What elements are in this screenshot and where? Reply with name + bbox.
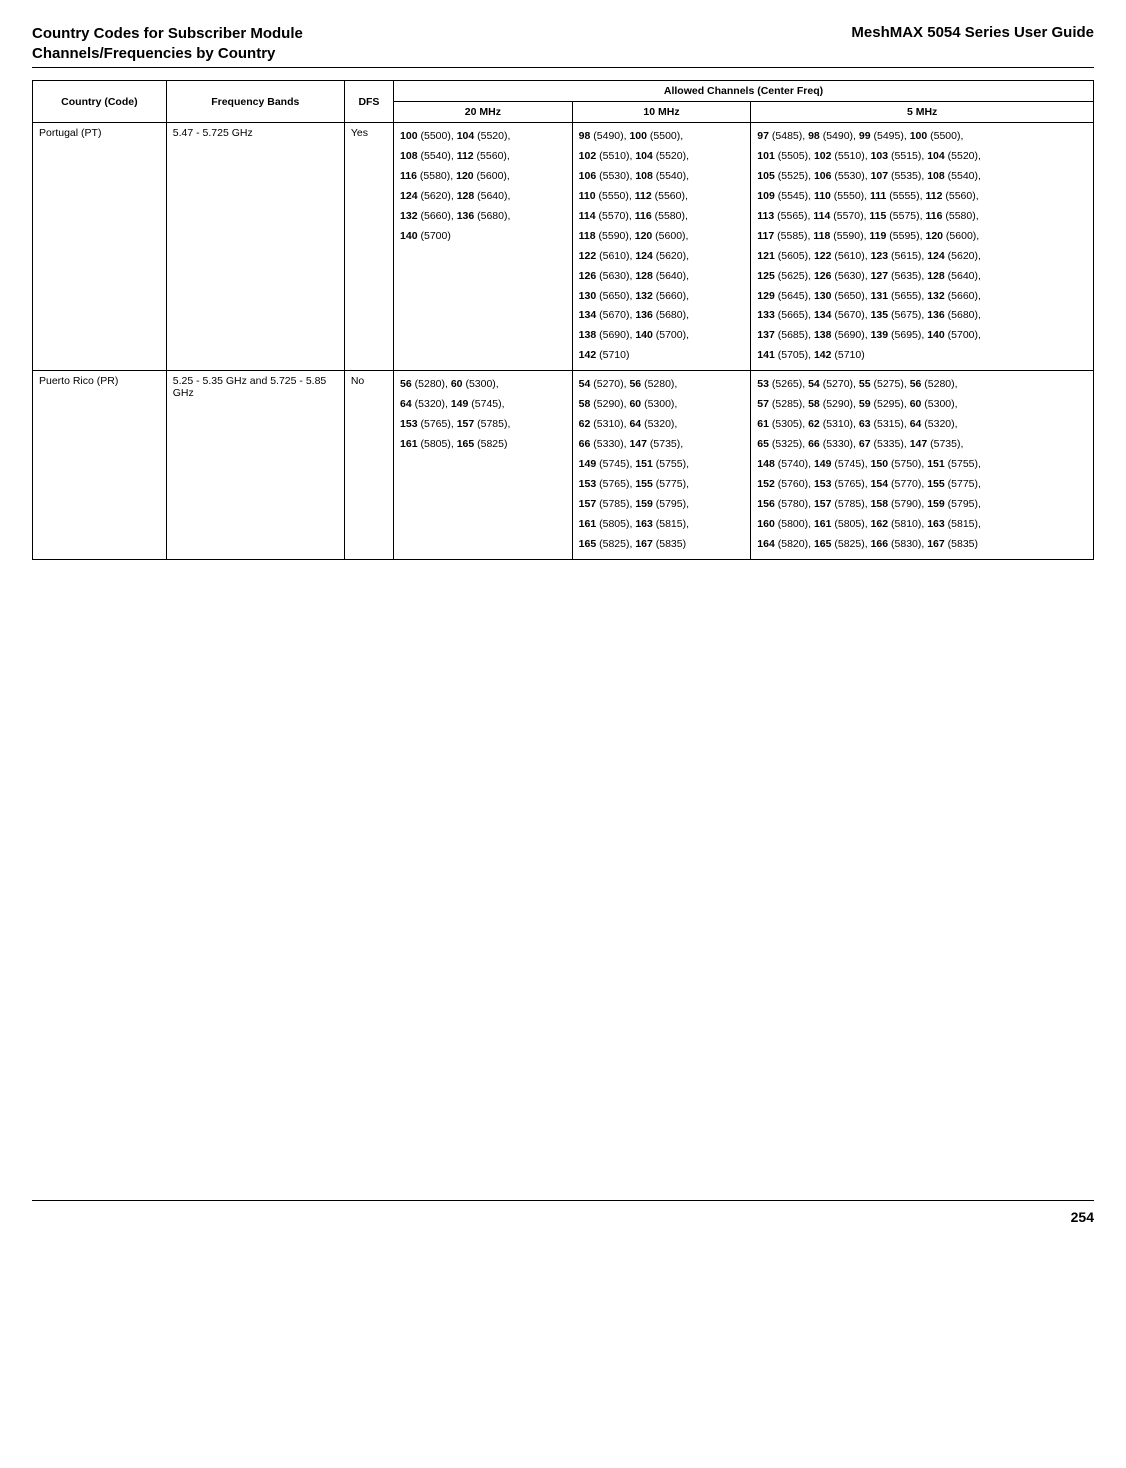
channel-line: 126 (5630), 128 (5640), <box>579 267 745 287</box>
channel-line: 108 (5540), 112 (5560), <box>400 147 566 167</box>
channel-line: 118 (5590), 120 (5600), <box>579 227 745 247</box>
channel-line: 64 (5320), 149 (5745), <box>400 395 566 415</box>
cell-20mhz: 100 (5500), 104 (5520),108 (5540), 112 (… <box>394 123 573 371</box>
cell-5mhz: 53 (5265), 54 (5270), 55 (5275), 56 (528… <box>751 371 1094 559</box>
th-dfs: DFS <box>344 81 393 123</box>
channel-line: 56 (5280), 60 (5300), <box>400 375 566 395</box>
header-left: Country Codes for Subscriber Module Chan… <box>32 24 303 63</box>
channel-line: 129 (5645), 130 (5650), 131 (5655), 132 … <box>757 287 1087 307</box>
cell-10mhz: 98 (5490), 100 (5500),102 (5510), 104 (5… <box>572 123 751 371</box>
channel-line: 141 (5705), 142 (5710) <box>757 346 1087 366</box>
channel-line: 153 (5765), 157 (5785), <box>400 415 566 435</box>
channel-line: 142 (5710) <box>579 346 745 366</box>
channel-line: 132 (5660), 136 (5680), <box>400 207 566 227</box>
header-right: MeshMAX 5054 Series User Guide <box>851 24 1094 41</box>
channel-line: 58 (5290), 60 (5300), <box>579 395 745 415</box>
th-freq: Frequency Bands <box>166 81 344 123</box>
table-row: Portugal (PT)5.47 - 5.725 GHzYes100 (550… <box>33 123 1094 371</box>
channel-line: 116 (5580), 120 (5600), <box>400 167 566 187</box>
channel-line: 157 (5785), 159 (5795), <box>579 495 745 515</box>
channel-line: 137 (5685), 138 (5690), 139 (5695), 140 … <box>757 326 1087 346</box>
channel-line: 54 (5270), 56 (5280), <box>579 375 745 395</box>
cell-5mhz: 97 (5485), 98 (5490), 99 (5495), 100 (55… <box>751 123 1094 371</box>
channel-line: 110 (5550), 112 (5560), <box>579 187 745 207</box>
table-header-row-1: Country (Code) Frequency Bands DFS Allow… <box>33 81 1094 102</box>
header-left-line1: Country Codes for Subscriber Module <box>32 25 303 42</box>
cell-country: Portugal (PT) <box>33 123 167 371</box>
cell-freq: 5.47 - 5.725 GHz <box>166 123 344 371</box>
th-20mhz: 20 MHz <box>394 102 573 123</box>
channel-line: 153 (5765), 155 (5775), <box>579 475 745 495</box>
channels-table: Country (Code) Frequency Bands DFS Allow… <box>32 80 1094 560</box>
th-country: Country (Code) <box>33 81 167 123</box>
header-left-line2: Channels/Frequencies by Country <box>32 45 275 62</box>
channel-line: 140 (5700) <box>400 227 566 247</box>
channel-line: 106 (5530), 108 (5540), <box>579 167 745 187</box>
channel-line: 114 (5570), 116 (5580), <box>579 207 745 227</box>
channel-line: 148 (5740), 149 (5745), 150 (5750), 151 … <box>757 455 1087 475</box>
table-body: Portugal (PT)5.47 - 5.725 GHzYes100 (550… <box>33 123 1094 560</box>
channel-line: 101 (5505), 102 (5510), 103 (5515), 104 … <box>757 147 1087 167</box>
channel-line: 160 (5800), 161 (5805), 162 (5810), 163 … <box>757 515 1087 535</box>
cell-dfs: Yes <box>344 123 393 371</box>
channel-line: 113 (5565), 114 (5570), 115 (5575), 116 … <box>757 207 1087 227</box>
channel-line: 102 (5510), 104 (5520), <box>579 147 745 167</box>
channel-line: 105 (5525), 106 (5530), 107 (5535), 108 … <box>757 167 1087 187</box>
channel-line: 109 (5545), 110 (5550), 111 (5555), 112 … <box>757 187 1087 207</box>
channel-line: 133 (5665), 134 (5670), 135 (5675), 136 … <box>757 306 1087 326</box>
channel-line: 122 (5610), 124 (5620), <box>579 247 745 267</box>
channel-line: 125 (5625), 126 (5630), 127 (5635), 128 … <box>757 267 1087 287</box>
channel-line: 161 (5805), 163 (5815), <box>579 515 745 535</box>
cell-freq: 5.25 - 5.35 GHz and 5.725 - 5.85 GHz <box>166 371 344 559</box>
channel-line: 117 (5585), 118 (5590), 119 (5595), 120 … <box>757 227 1087 247</box>
cell-10mhz: 54 (5270), 56 (5280),58 (5290), 60 (5300… <box>572 371 751 559</box>
channel-line: 66 (5330), 147 (5735), <box>579 435 745 455</box>
channel-line: 97 (5485), 98 (5490), 99 (5495), 100 (55… <box>757 127 1087 147</box>
footer-rule <box>32 1200 1094 1201</box>
header-rule <box>32 67 1094 68</box>
channel-line: 161 (5805), 165 (5825) <box>400 435 566 455</box>
th-10mhz: 10 MHz <box>572 102 751 123</box>
channel-line: 130 (5650), 132 (5660), <box>579 287 745 307</box>
channel-line: 57 (5285), 58 (5290), 59 (5295), 60 (530… <box>757 395 1087 415</box>
cell-20mhz: 56 (5280), 60 (5300),64 (5320), 149 (574… <box>394 371 573 559</box>
th-allowed: Allowed Channels (Center Freq) <box>394 81 1094 102</box>
channel-line: 61 (5305), 62 (5310), 63 (5315), 64 (532… <box>757 415 1087 435</box>
channel-line: 138 (5690), 140 (5700), <box>579 326 745 346</box>
channel-line: 134 (5670), 136 (5680), <box>579 306 745 326</box>
cell-country: Puerto Rico (PR) <box>33 371 167 559</box>
cell-dfs: No <box>344 371 393 559</box>
channel-line: 53 (5265), 54 (5270), 55 (5275), 56 (528… <box>757 375 1087 395</box>
channel-line: 165 (5825), 167 (5835) <box>579 535 745 555</box>
channel-line: 156 (5780), 157 (5785), 158 (5790), 159 … <box>757 495 1087 515</box>
page-header: Country Codes for Subscriber Module Chan… <box>32 24 1094 63</box>
table-row: Puerto Rico (PR)5.25 - 5.35 GHz and 5.72… <box>33 371 1094 559</box>
channel-line: 121 (5605), 122 (5610), 123 (5615), 124 … <box>757 247 1087 267</box>
channel-line: 62 (5310), 64 (5320), <box>579 415 745 435</box>
th-5mhz: 5 MHz <box>751 102 1094 123</box>
channel-line: 100 (5500), 104 (5520), <box>400 127 566 147</box>
channel-line: 124 (5620), 128 (5640), <box>400 187 566 207</box>
channel-line: 98 (5490), 100 (5500), <box>579 127 745 147</box>
page-number: 254 <box>32 1209 1094 1225</box>
channel-line: 149 (5745), 151 (5755), <box>579 455 745 475</box>
channel-line: 164 (5820), 165 (5825), 166 (5830), 167 … <box>757 535 1087 555</box>
channel-line: 65 (5325), 66 (5330), 67 (5335), 147 (57… <box>757 435 1087 455</box>
channel-line: 152 (5760), 153 (5765), 154 (5770), 155 … <box>757 475 1087 495</box>
